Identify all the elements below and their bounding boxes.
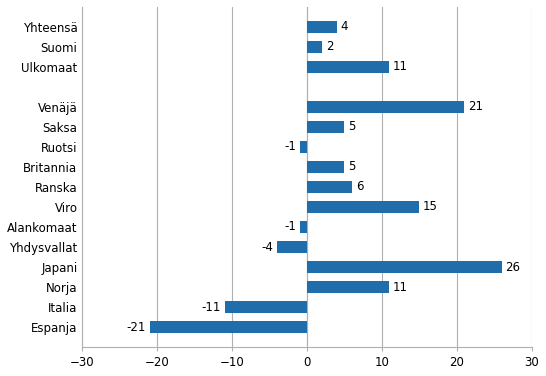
- Text: -1: -1: [284, 141, 296, 153]
- Text: -21: -21: [127, 320, 146, 334]
- Text: 2: 2: [326, 41, 333, 53]
- Bar: [307, 101, 464, 113]
- Text: 11: 11: [393, 61, 408, 73]
- Text: 6: 6: [355, 180, 363, 194]
- Bar: [150, 321, 307, 333]
- Bar: [307, 121, 345, 133]
- Text: 26: 26: [506, 261, 520, 273]
- Text: 15: 15: [423, 200, 438, 214]
- Text: 21: 21: [468, 100, 483, 114]
- Bar: [307, 41, 322, 53]
- Text: 4: 4: [341, 20, 348, 33]
- Bar: [307, 61, 389, 73]
- Text: 5: 5: [348, 120, 355, 133]
- Bar: [277, 241, 307, 253]
- Bar: [307, 161, 345, 173]
- Bar: [307, 181, 352, 193]
- Bar: [307, 261, 502, 273]
- Text: -11: -11: [201, 300, 221, 314]
- Text: 5: 5: [348, 161, 355, 173]
- Bar: [300, 141, 307, 153]
- Bar: [307, 201, 419, 213]
- Bar: [300, 221, 307, 233]
- Text: -4: -4: [262, 241, 274, 253]
- Bar: [224, 301, 307, 313]
- Bar: [307, 21, 337, 33]
- Bar: [307, 281, 389, 293]
- Text: -1: -1: [284, 220, 296, 233]
- Text: 11: 11: [393, 280, 408, 294]
